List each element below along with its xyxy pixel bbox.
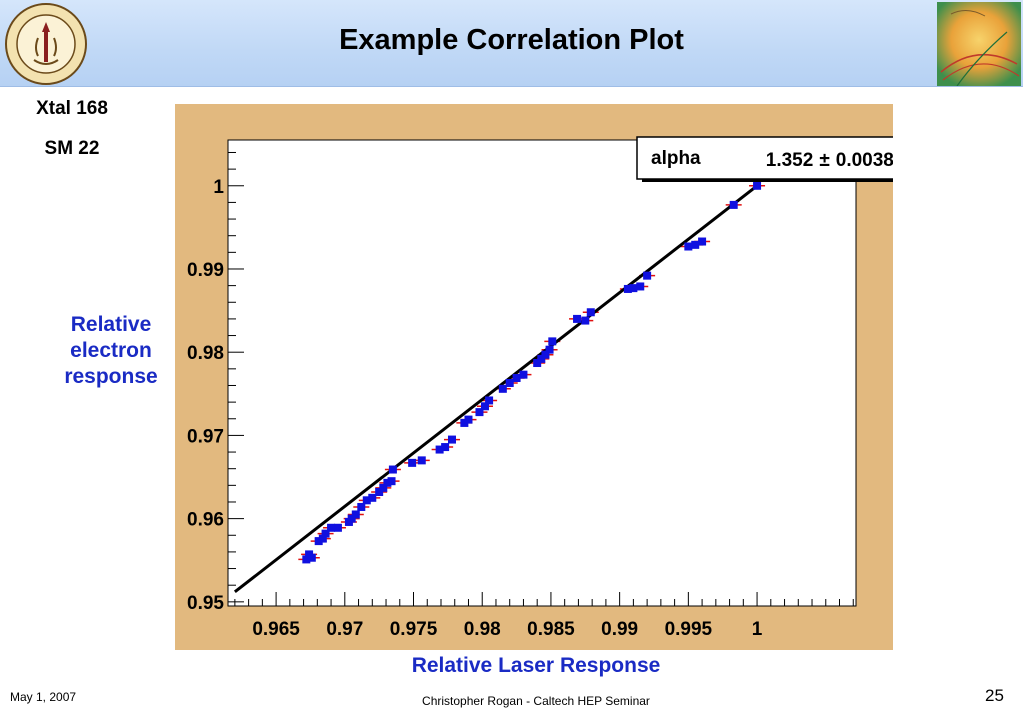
- data-point: [573, 314, 582, 323]
- y-tick-label: 0.96: [187, 510, 224, 531]
- caltech-seal-logo: [5, 3, 87, 85]
- y-axis-title: Relative electron response: [64, 313, 158, 388]
- fit-parameter-value: 1.352±0.003846: [766, 150, 893, 171]
- fit-value: 1.352: [766, 150, 814, 171]
- data-point: [586, 308, 595, 317]
- data-point: [347, 514, 356, 523]
- data-point: [643, 271, 652, 280]
- data-point: [387, 477, 396, 486]
- data-point: [729, 200, 738, 209]
- data-point: [623, 284, 632, 293]
- x-tick-label: 1: [752, 619, 763, 640]
- data-point: [533, 359, 542, 368]
- y-tick-label: 1: [213, 177, 224, 198]
- supermodule-label: SM 22: [44, 138, 100, 159]
- plot-frame: 0.965 0.97 0.975 0.98 0.985 0.99 0.995 1 0.95 0.9…: [175, 104, 893, 650]
- y-tick-label: 0.98: [187, 343, 224, 364]
- data-point: [383, 478, 392, 487]
- y-tick-label: 0.95: [187, 593, 224, 614]
- data-point: [388, 465, 397, 474]
- data-point: [629, 284, 638, 293]
- data-point: [333, 523, 342, 532]
- data-point: [318, 534, 327, 543]
- data-point: [379, 483, 388, 492]
- data-point: [368, 493, 377, 502]
- data-point: [684, 242, 693, 251]
- y-tick-label: 0.97: [187, 426, 224, 447]
- data-point: [691, 240, 700, 249]
- x-tick-label: 0.985: [527, 619, 575, 640]
- slide-header: Example Correlation Plot: [0, 0, 1023, 87]
- data-point: [519, 370, 528, 379]
- data-point: [541, 350, 550, 359]
- data-points: [302, 181, 762, 564]
- data-point: [408, 458, 417, 467]
- data-point: [581, 316, 590, 325]
- fit-line: [233, 184, 758, 594]
- data-point: [375, 487, 384, 496]
- data-point: [464, 415, 473, 424]
- fit-stat-box: alpha 1.352±0.003846: [636, 136, 893, 182]
- cms-logo: [937, 2, 1021, 86]
- data-point: [753, 181, 762, 190]
- data-point: [485, 396, 494, 405]
- fit-error: 0.003846: [836, 150, 893, 171]
- data-point: [362, 496, 371, 505]
- x-tick-label: 0.975: [390, 619, 438, 640]
- data-point: [327, 523, 336, 532]
- crystal-label: Xtal 168: [36, 98, 108, 119]
- x-tick-label: 0.98: [464, 619, 501, 640]
- data-point: [307, 553, 316, 562]
- data-point: [480, 402, 489, 411]
- data-point: [441, 443, 450, 452]
- data-point: [505, 378, 514, 387]
- data-point: [357, 502, 366, 511]
- data-point: [636, 282, 645, 291]
- data-point: [435, 445, 444, 454]
- data-point: [314, 537, 323, 546]
- footer-date: May 1, 2007: [10, 690, 77, 704]
- correlation-scatter-chart: 0.965 0.97 0.975 0.98 0.985 0.99 0.995 1 0.95 0.9…: [187, 136, 893, 640]
- data-point: [447, 435, 456, 444]
- slide-number: 25: [985, 686, 1004, 705]
- fit-plus-minus: ±: [819, 150, 829, 171]
- data-point: [460, 418, 469, 427]
- data-point: [302, 555, 311, 564]
- axis-ticks: [228, 151, 854, 606]
- data-point: [351, 510, 360, 519]
- x-tick-label: 0.995: [665, 619, 713, 640]
- x-tick-label: 0.97: [326, 619, 363, 640]
- data-point: [545, 345, 554, 354]
- x-axis-title: Relative Laser Response: [411, 654, 661, 677]
- data-point: [698, 237, 707, 246]
- x-tick-label: 0.99: [601, 619, 638, 640]
- slide-title: Example Correlation Plot: [339, 24, 684, 56]
- data-point: [321, 529, 330, 538]
- data-point: [548, 337, 557, 346]
- fit-parameter-name: alpha: [651, 148, 701, 169]
- y-tick-label: 0.99: [187, 260, 224, 281]
- tick-labels: 0.965 0.97 0.975 0.98 0.985 0.99 0.995 1 0.95 0.9…: [187, 177, 763, 640]
- data-point: [498, 384, 507, 393]
- data-point: [475, 408, 484, 417]
- data-point: [512, 373, 521, 382]
- footer-credit: Christopher Rogan - Caltech HEP Seminar: [422, 694, 650, 708]
- data-point: [537, 354, 546, 363]
- data-point: [417, 456, 426, 465]
- x-tick-label: 0.965: [252, 619, 300, 640]
